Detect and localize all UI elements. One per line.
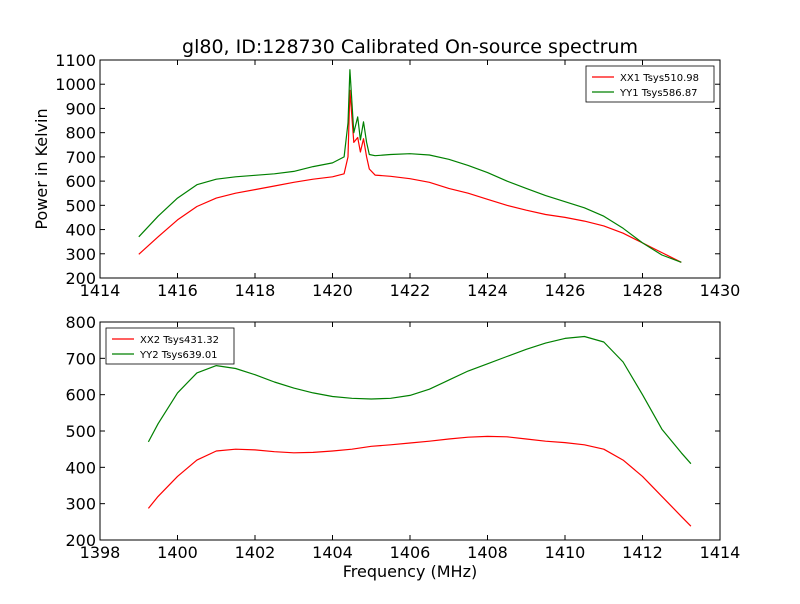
plot-panel-1: 1414 1416 1418 1420 1422 1424 1426 1428 1430 200 3… — [55, 51, 740, 300]
legend-label: YY2 Tsys639.01 — [139, 350, 218, 361]
x-tick-label: 1400 — [157, 543, 198, 562]
x-tick-label: 1414 — [700, 543, 741, 562]
y-tick-label: 900 — [65, 99, 96, 118]
x-tick-label: 1428 — [622, 281, 663, 300]
x-tick-label: 1430 — [700, 281, 741, 300]
x-tick-label: 1416 — [157, 281, 198, 300]
y-tick-label: 400 — [65, 221, 96, 240]
y-tick-label: 700 — [65, 349, 96, 368]
x-tick-label: 1424 — [467, 281, 508, 300]
y-tick-label: 1000 — [55, 75, 96, 94]
x-tick-label: 1414 — [80, 281, 121, 300]
x-tick-label: 1398 — [80, 543, 121, 562]
x-tick-label: 1420 — [312, 281, 353, 300]
y-tick-label: 500 — [65, 196, 96, 215]
x-tick-label: 1404 — [312, 543, 353, 562]
legend-box — [585, 65, 715, 103]
legend-label: XX1 Tsys510.98 — [620, 73, 699, 84]
legend-1: XX1 Tsys510.98 YY1 Tsys586.87 — [585, 65, 715, 103]
y-axis-label: Power in Kelvin — [32, 108, 51, 229]
series-line-1-1 — [138, 89, 682, 263]
x-tick-label: 1410 — [545, 543, 586, 562]
y-tick-label: 600 — [65, 386, 96, 405]
series-line-1-2 — [138, 69, 682, 263]
x-tick-label: 1426 — [545, 281, 586, 300]
legend-label: YY1 Tsys586.87 — [619, 88, 698, 99]
y-tick-label: 800 — [65, 124, 96, 143]
legend-label: XX2 Tsys431.32 — [140, 335, 219, 346]
y-tick-label: 200 — [65, 269, 96, 288]
series-line-2-1 — [147, 435, 692, 527]
x-tick-label: 1412 — [622, 543, 663, 562]
y-tick-label: 200 — [65, 531, 96, 550]
y-tick-label: 300 — [65, 495, 96, 514]
y-tick-label: 1100 — [55, 51, 96, 70]
legend-2: XX2 Tsys431.32 YY2 Tsys639.01 — [105, 327, 235, 365]
chart-title: gl80, ID:128730 Calibrated On-source spe… — [182, 36, 638, 58]
series-line-2-2 — [147, 335, 692, 465]
y-tick-label: 600 — [65, 172, 96, 191]
y-tick-label: 300 — [65, 245, 96, 264]
x-tick-label: 1402 — [235, 543, 276, 562]
plots-group: 1414 1416 1418 1420 1422 1424 1426 1428 1430 200 3… — [55, 51, 740, 562]
y-tick-label: 800 — [65, 313, 96, 332]
x-tick-label: 1406 — [390, 543, 431, 562]
y-tick-label: 400 — [65, 458, 96, 477]
y-tick-label: 700 — [65, 148, 96, 167]
x-tick-label: 1418 — [235, 281, 276, 300]
y-tick-label: 500 — [65, 422, 96, 441]
legend-box — [105, 327, 235, 365]
x-axis-label: Frequency (MHz) — [343, 562, 477, 581]
x-tick-label: 1422 — [390, 281, 431, 300]
plot-panel-2: 1398 1400 1402 1404 1406 1408 1410 1412 1414 200 3… — [65, 313, 740, 562]
x-tick-label: 1408 — [467, 543, 508, 562]
